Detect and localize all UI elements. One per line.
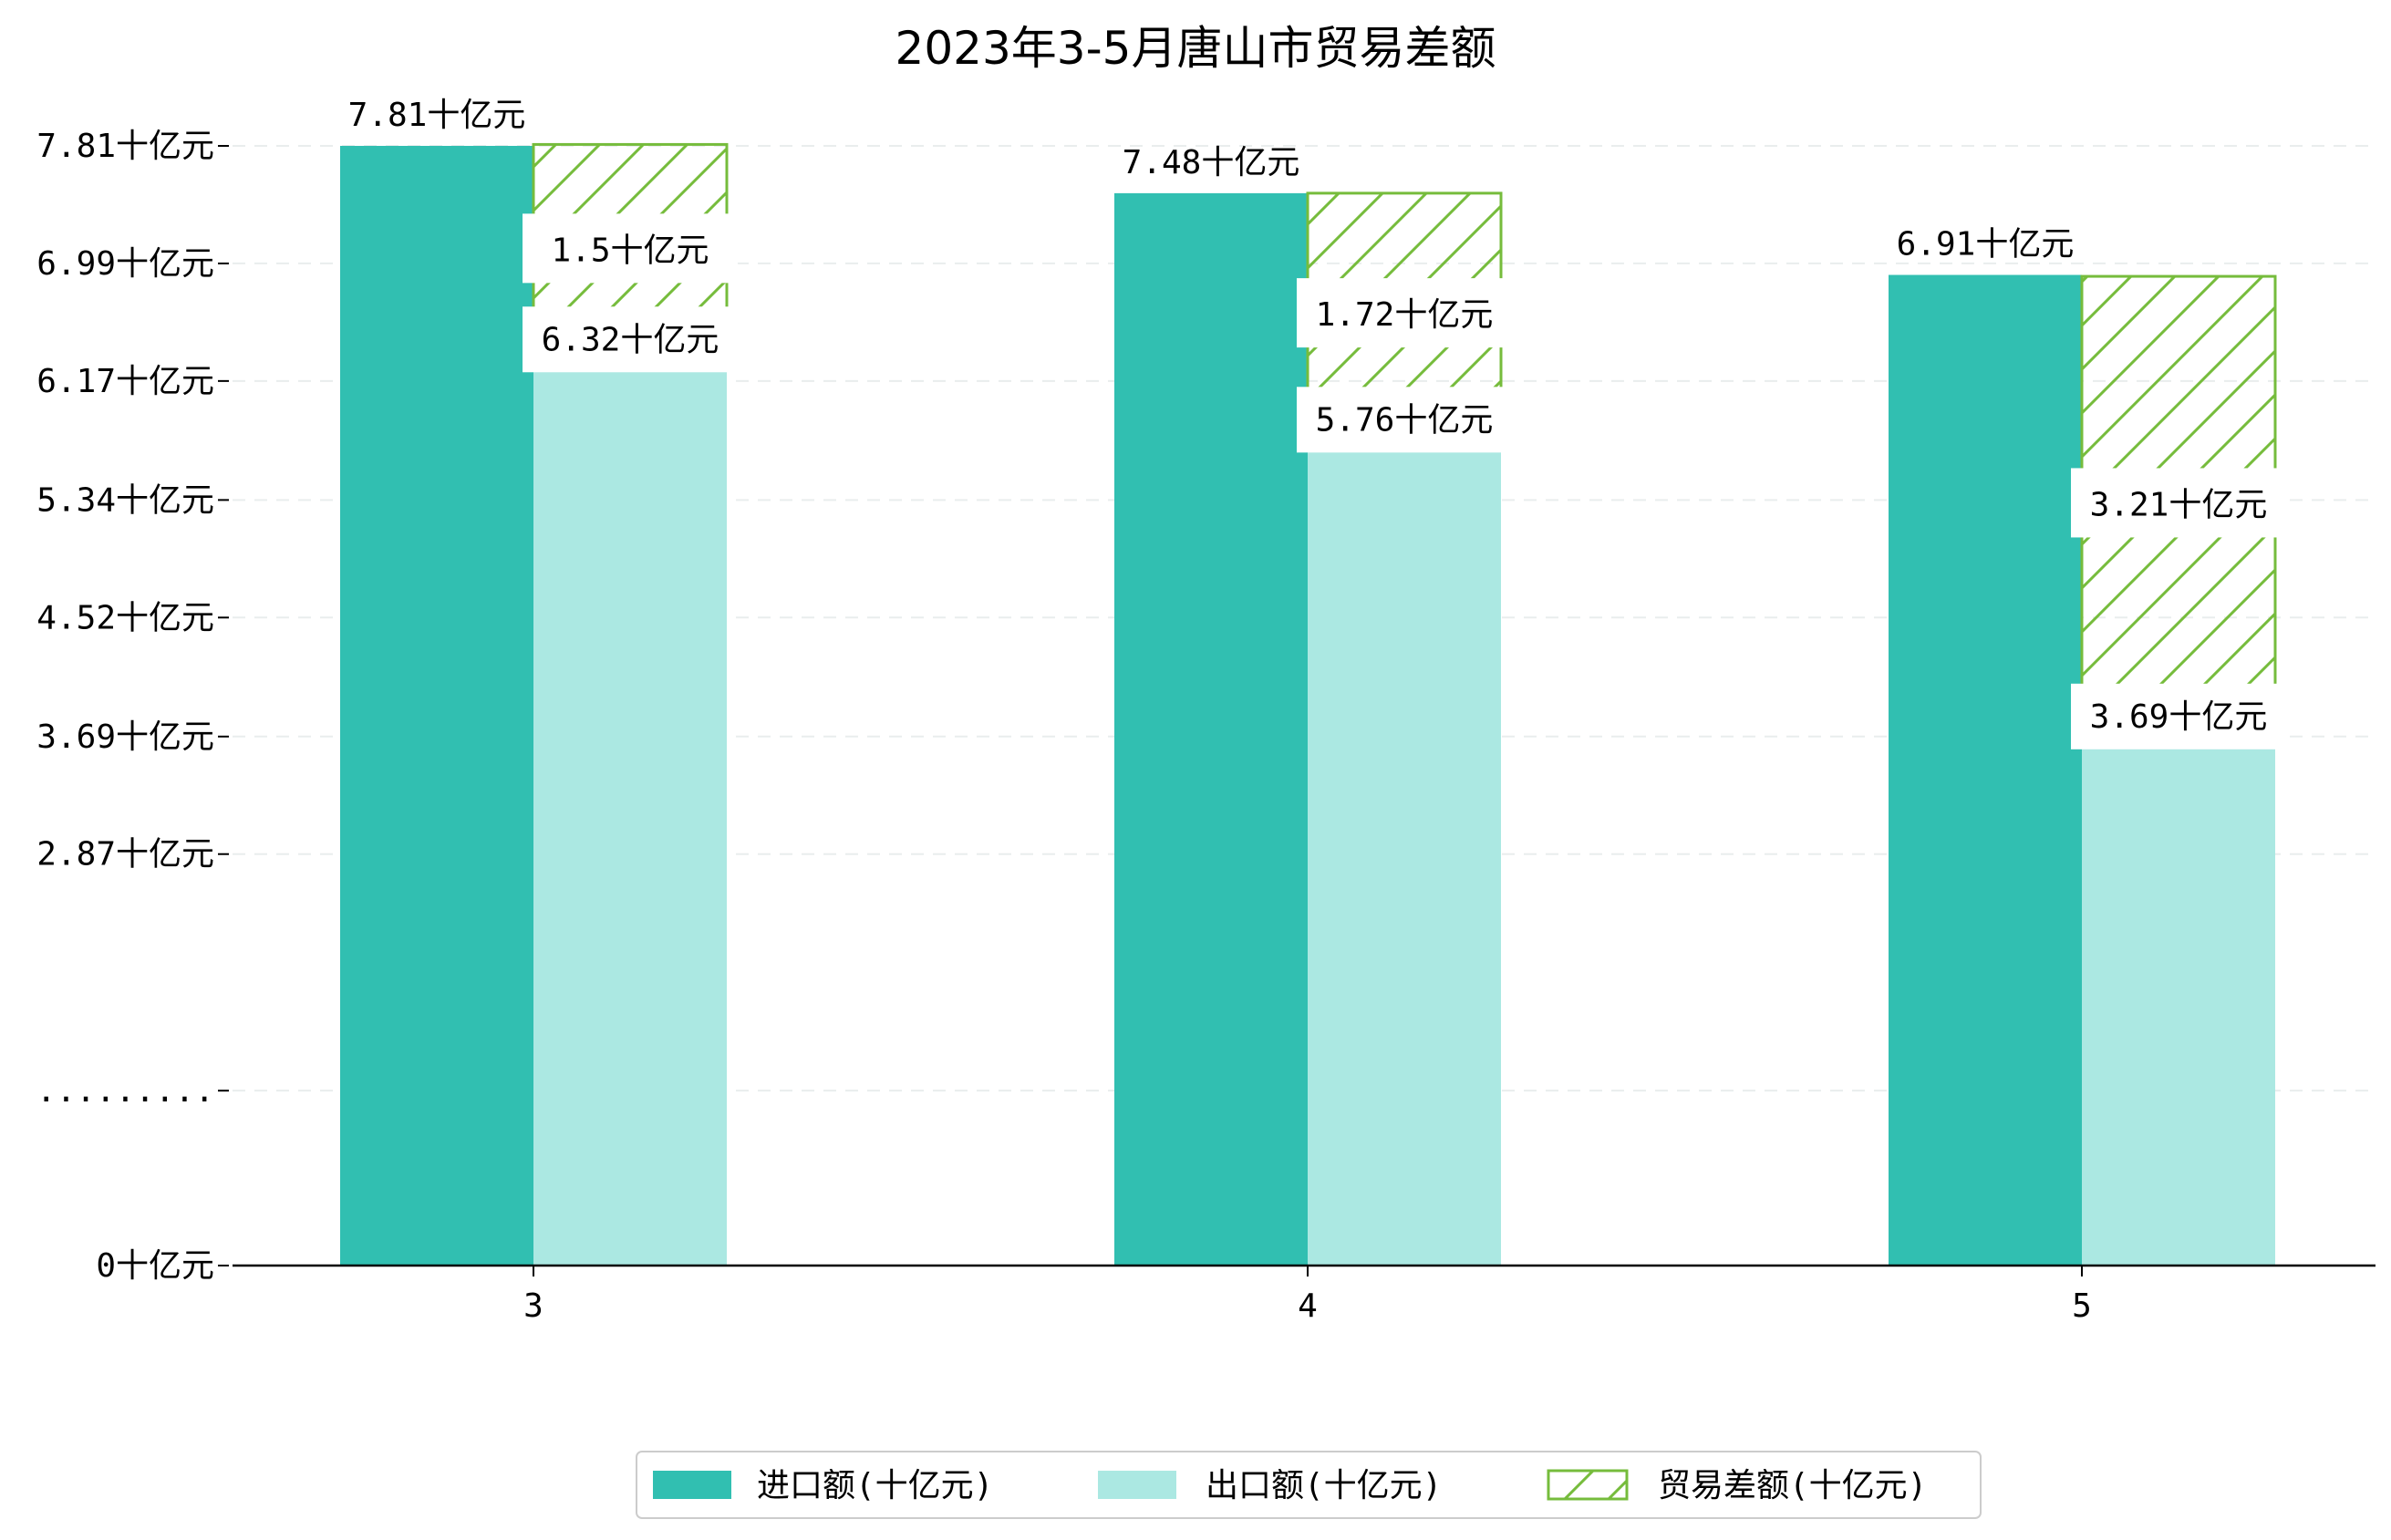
export-value-label: 5.76十亿元 <box>1316 401 1494 439</box>
bar-import <box>340 146 533 1266</box>
bar-export <box>2082 736 2275 1266</box>
x-tick-label: 3 <box>523 1287 543 1325</box>
import-value-label: 6.91十亿元 <box>1897 226 2075 264</box>
balance-value-label: 1.72十亿元 <box>1316 296 1494 334</box>
y-tick-label: 5.34十亿元 <box>36 481 214 519</box>
import-value-label: 7.81十亿元 <box>348 97 526 134</box>
y-tick-label: 3.69十亿元 <box>36 718 214 756</box>
balance-label-box <box>2071 468 2286 538</box>
export-value-label: 3.69十亿元 <box>2090 698 2268 736</box>
y-tick-label: ......... <box>36 1072 214 1110</box>
chart-title: 2023年3-5月唐山市贸易差额 <box>895 22 1496 75</box>
y-tick-label: 4.52十亿元 <box>36 599 214 636</box>
export-label-box <box>523 306 738 373</box>
y-tick-label: 6.99十亿元 <box>36 245 214 283</box>
y-tick-label: 0十亿元 <box>96 1247 214 1285</box>
export-value-label: 6.32十亿元 <box>542 321 719 358</box>
legend-swatch-balance <box>1547 1469 1629 1501</box>
bar-import <box>1889 274 2082 1266</box>
legend-label: 出口额(十亿元) <box>1206 1467 1442 1504</box>
export-label-box <box>2071 683 2286 749</box>
x-tick-label: 5 <box>2072 1287 2092 1325</box>
legend-box <box>636 1451 1982 1519</box>
axes: 0十亿元......... 2.87十亿元 3.69十亿元 4.52十亿元 5.34十亿… <box>36 128 2375 1325</box>
bar-export <box>1308 439 1501 1266</box>
balance-value-label: 3.21十亿元 <box>2090 486 2268 523</box>
import-value-label: 7.48十亿元 <box>1123 144 1300 181</box>
bar-import <box>1114 192 1308 1266</box>
y-tick-label: 7.81十亿元 <box>36 128 214 165</box>
legend-swatch-export <box>1098 1471 1176 1499</box>
export-label-box <box>1297 387 1512 453</box>
value-labels: 7.81十亿元 6.32十亿元 1.5十亿元 7.48十亿元 5.76十亿元 1.72十亿… <box>348 97 2286 749</box>
balance-label-box <box>523 213 738 284</box>
legend-label: 贸易差额(十亿元) <box>1658 1467 1927 1504</box>
bar-export <box>533 359 727 1266</box>
balance-value-label: 1.5十亿元 <box>551 232 709 269</box>
legend-label: 进口额(十亿元) <box>757 1467 993 1504</box>
legend-swatch-import <box>653 1471 731 1499</box>
y-tick-label: 2.87十亿元 <box>36 836 214 873</box>
legend: 进口额(十亿元) 出口额(十亿元) 贸易差额(十亿元) <box>636 1451 1982 1519</box>
y-tick-label: 6.17十亿元 <box>36 363 214 400</box>
x-tick-label: 4 <box>1298 1287 1318 1325</box>
balance-label-box <box>1297 278 1512 348</box>
